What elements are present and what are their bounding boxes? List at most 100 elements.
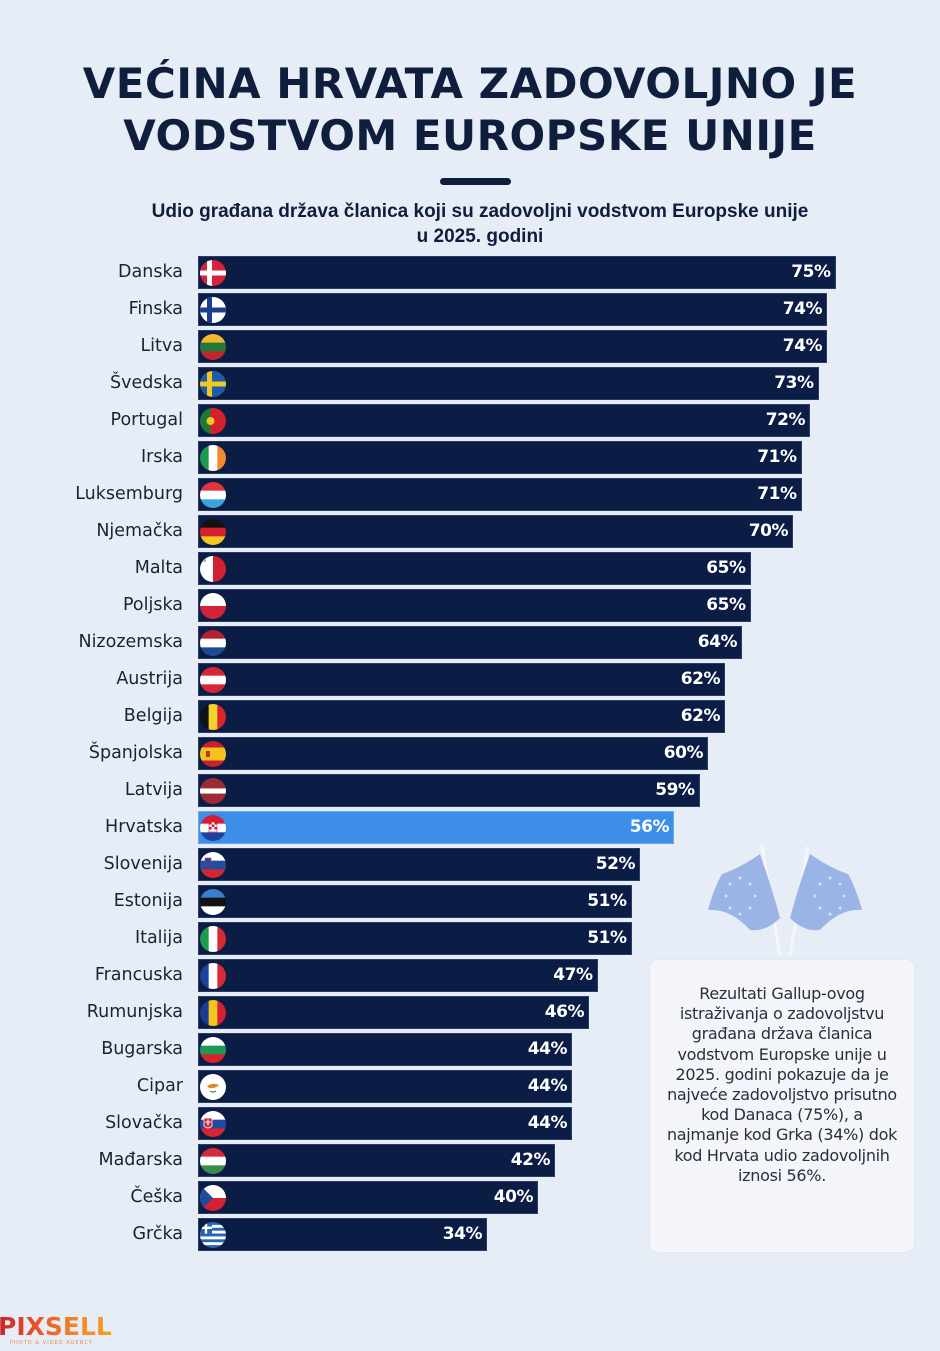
title-line-2: VODSTVOM EUROPSKE UNIJE bbox=[123, 111, 817, 160]
bar: 59% bbox=[198, 774, 700, 807]
bar: 46% bbox=[198, 996, 589, 1029]
bar: 74% bbox=[198, 330, 827, 363]
title-line-1: VEĆINA HRVATA ZADOVOLJNO JE bbox=[82, 59, 858, 108]
category-label: Luksemburg bbox=[75, 484, 183, 504]
italy-flag-icon bbox=[200, 925, 226, 952]
bar-value-label: 70% bbox=[748, 521, 789, 541]
bar-value-label: 47% bbox=[553, 965, 593, 985]
category-label: Španjolska bbox=[88, 743, 183, 763]
spain-flag-icon bbox=[200, 740, 226, 767]
subtitle-line-1: Udio građana država članica koji su zado… bbox=[151, 201, 809, 222]
bar-value-label: 73% bbox=[774, 373, 814, 393]
category-label: Francuska bbox=[94, 965, 183, 985]
bar: 40% bbox=[198, 1181, 538, 1214]
category-label: Irska bbox=[140, 447, 183, 467]
category-label: Rumunjska bbox=[86, 1002, 183, 1022]
netherlands-flag-icon bbox=[200, 629, 226, 656]
bar-value-label: 62% bbox=[680, 669, 721, 689]
greece-flag-icon bbox=[200, 1221, 226, 1248]
category-label: Slovačka bbox=[105, 1113, 183, 1133]
page-title: VEĆINA HRVATA ZADOVOLJNO JE VODSTVOM EUR… bbox=[0, 58, 940, 162]
bar-value-label: 60% bbox=[663, 743, 704, 763]
bar-value-label: 71% bbox=[757, 447, 797, 467]
summary-note: Rezultati Gallup-ovog istraživanja o zad… bbox=[650, 960, 914, 1252]
bar: 47% bbox=[198, 959, 598, 992]
finland-flag-icon bbox=[200, 296, 226, 323]
category-label: Malta bbox=[134, 558, 183, 578]
lithuania-flag-icon bbox=[200, 333, 226, 360]
bar: 44% bbox=[198, 1033, 572, 1066]
category-label: Estonija bbox=[113, 891, 183, 911]
bar: 52% bbox=[198, 848, 640, 881]
bar-value-label: 46% bbox=[544, 1002, 585, 1022]
title-divider bbox=[440, 178, 511, 185]
bar-value-label: 62% bbox=[680, 706, 721, 726]
bar: 65% bbox=[198, 552, 751, 585]
bar-value-label: 44% bbox=[527, 1113, 568, 1133]
bar-value-label: 56% bbox=[629, 817, 670, 837]
category-label: Belgija bbox=[123, 706, 183, 726]
bulgaria-flag-icon bbox=[200, 1036, 226, 1063]
croatia-flag-icon bbox=[200, 814, 226, 841]
pixsell-logo: PIXSELL PHOTO & VIDEO AGENCY bbox=[0, 1312, 112, 1347]
austria-flag-icon bbox=[200, 666, 226, 693]
bar-value-label: 64% bbox=[697, 632, 738, 652]
bar-value-label: 51% bbox=[587, 891, 627, 911]
bar-value-label: 52% bbox=[595, 854, 636, 874]
bar: 44% bbox=[198, 1107, 572, 1140]
eu-flags-icon bbox=[708, 845, 862, 957]
hungary-flag-icon bbox=[200, 1147, 226, 1174]
bar-value-label: 65% bbox=[706, 558, 746, 578]
logo-wordmark: PIXSELL bbox=[0, 1312, 112, 1341]
bar-value-label: 75% bbox=[791, 262, 831, 282]
bar-value-label: 42% bbox=[510, 1150, 551, 1170]
bar: 60% bbox=[198, 737, 708, 770]
category-label: Danska bbox=[118, 262, 183, 282]
category-label: Bugarska bbox=[101, 1039, 183, 1059]
romania-flag-icon bbox=[200, 999, 226, 1026]
ireland-flag-icon bbox=[200, 444, 226, 471]
bar: 51% bbox=[198, 922, 632, 955]
summary-note-text: Rezultati Gallup-ovog istraživanja o zad… bbox=[666, 984, 898, 1185]
category-label: Grčka bbox=[132, 1224, 183, 1244]
category-label: Litva bbox=[140, 336, 183, 356]
bar: 44% bbox=[198, 1070, 572, 1103]
subtitle-line-2: u 2025. godini bbox=[416, 226, 544, 247]
bar: 34% bbox=[198, 1218, 487, 1251]
bar-value-label: 74% bbox=[782, 336, 823, 356]
category-label: Finska bbox=[128, 299, 183, 319]
bar: 42% bbox=[198, 1144, 555, 1177]
category-label: Poljska bbox=[122, 595, 183, 615]
bar-value-label: 74% bbox=[782, 299, 823, 319]
bar: 71% bbox=[198, 478, 802, 511]
bar-value-label: 34% bbox=[442, 1224, 483, 1244]
cyprus-flag-icon bbox=[200, 1073, 226, 1100]
bar: 71% bbox=[198, 441, 802, 474]
category-label: Italija bbox=[134, 928, 183, 948]
category-label: Švedska bbox=[109, 373, 183, 393]
bar-highlighted: 56% bbox=[198, 811, 674, 844]
bar: 73% bbox=[198, 367, 819, 400]
category-label: Češka bbox=[130, 1187, 183, 1207]
germany-flag-icon bbox=[200, 518, 226, 545]
belgium-flag-icon bbox=[200, 703, 226, 730]
bar: 62% bbox=[198, 663, 725, 696]
bar-value-label: 71% bbox=[757, 484, 797, 504]
category-label: Cipar bbox=[136, 1076, 183, 1096]
category-label: Mađarska bbox=[98, 1150, 183, 1170]
bar-value-label: 72% bbox=[765, 410, 806, 430]
bar: 74% bbox=[198, 293, 827, 326]
bar: 51% bbox=[198, 885, 632, 918]
bar: 65% bbox=[198, 589, 751, 622]
bar-value-label: 65% bbox=[706, 595, 746, 615]
slovenia-flag-icon bbox=[200, 851, 226, 878]
category-label: Nizozemska bbox=[78, 632, 183, 652]
latvia-flag-icon bbox=[200, 777, 226, 804]
bar-value-label: 44% bbox=[527, 1039, 568, 1059]
category-label: Hrvatska bbox=[105, 817, 183, 837]
bar: 64% bbox=[198, 626, 742, 659]
chart-subtitle: Udio građana država članica koji su zado… bbox=[20, 199, 940, 249]
logo-tagline: PHOTO & VIDEO AGENCY bbox=[10, 1340, 93, 1346]
bar: 72% bbox=[198, 404, 810, 437]
